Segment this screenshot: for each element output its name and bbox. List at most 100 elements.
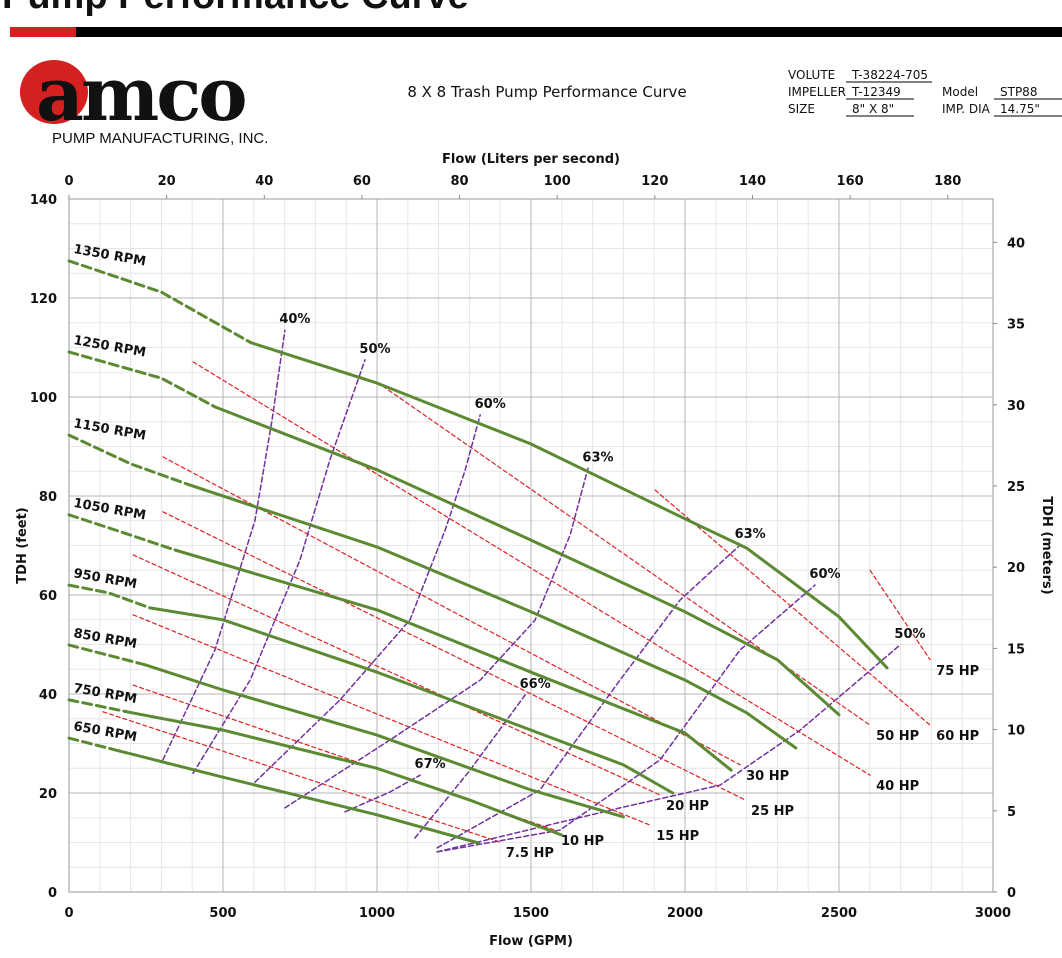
efficiency-curve xyxy=(162,329,286,761)
efficiency-label: 66% xyxy=(520,677,551,692)
x2-tick-label: 0 xyxy=(64,174,73,189)
y-tick-label: 140 xyxy=(30,193,57,208)
page-title: Pump Performance Curve xyxy=(2,0,469,17)
y-tick-label: 80 xyxy=(39,490,57,505)
y2-tick-label: 40 xyxy=(1007,236,1025,251)
hp-line xyxy=(869,569,931,661)
x2-tick-label: 180 xyxy=(934,174,961,189)
y2-tick-label: 20 xyxy=(1007,561,1025,576)
hp-line xyxy=(132,614,651,826)
y2-axis-label: TDH (meters) xyxy=(1039,496,1054,595)
rpm-curve xyxy=(130,711,564,837)
info-label: Model xyxy=(942,85,978,99)
efficiency-label: 40% xyxy=(279,312,310,327)
efficiency-label: 60% xyxy=(475,397,506,412)
logo-circle xyxy=(20,60,88,124)
x2-tick-label: 160 xyxy=(837,174,864,189)
info-label: IMP. DIA xyxy=(942,102,991,116)
rpm-curve-dashed xyxy=(67,350,217,409)
x2-tick-label: 100 xyxy=(544,174,571,189)
logo-text: amco xyxy=(36,52,245,138)
hp-label: 10 HP xyxy=(561,834,604,849)
chart: 0 500 1000 1500 2000 2500 30000204060801001201… xyxy=(15,152,1054,949)
info-value: 14.75" xyxy=(1000,102,1040,116)
hp-label: 7.5 HP xyxy=(506,846,554,861)
rpm-curve-dashed xyxy=(67,259,253,345)
rpm-curve-dashed xyxy=(67,513,177,552)
x2-tick-label: 80 xyxy=(451,174,469,189)
efficiency-label: 63% xyxy=(582,450,613,465)
y-tick-label: 40 xyxy=(39,688,57,703)
rpm-curve xyxy=(113,748,481,845)
rpm-curve xyxy=(173,548,733,772)
info-value: STP88 xyxy=(1000,85,1037,99)
info-label: VOLUTE xyxy=(788,68,835,82)
rpm-curve-dashed xyxy=(67,698,134,715)
info-value: 8" X 8" xyxy=(852,102,894,116)
hp-line xyxy=(654,489,931,726)
efficiency-curve xyxy=(436,584,816,853)
x-tick-label: 1000 xyxy=(359,906,395,921)
x2-tick-label: 40 xyxy=(255,174,273,189)
y-tick-label: 120 xyxy=(30,292,57,307)
hp-label: 30 HP xyxy=(746,769,789,784)
plot-frame xyxy=(68,198,994,893)
info-value: T-38224-705 xyxy=(851,68,928,82)
hp-label: 40 HP xyxy=(876,779,919,794)
x-tick-label: 0 xyxy=(64,906,73,921)
hp-label: 75 HP xyxy=(936,664,979,679)
rpm-curve xyxy=(213,405,841,717)
hp-label: 50 HP xyxy=(876,729,919,744)
rpm-curve-dashed xyxy=(67,433,192,487)
y2-tick-label: 10 xyxy=(1007,724,1025,739)
rpm-curve xyxy=(249,341,889,670)
efficiency-label: 60% xyxy=(809,567,840,582)
rpm-curve xyxy=(143,663,625,819)
x-tick-label: 1500 xyxy=(513,906,549,921)
efficiency-label: 50% xyxy=(894,627,925,642)
header-accent xyxy=(10,27,76,37)
hp-line xyxy=(192,361,871,776)
x2-tick-label: 140 xyxy=(739,174,766,189)
chart-title: 8 X 8 Trash Pump Performance Curve xyxy=(407,83,686,101)
hp-line xyxy=(132,554,661,796)
y-tick-label: 100 xyxy=(30,391,57,406)
info-block: VOLUTE T-38224-705 IMPELLER T-12349 SIZE 8" X… xyxy=(788,68,1062,117)
info-label: IMPELLER xyxy=(788,85,846,99)
y2-tick-label: 30 xyxy=(1007,399,1025,414)
efficiency-curve xyxy=(284,467,589,809)
y2-tick-label: 5 xyxy=(1007,805,1016,820)
x-tick-label: 2500 xyxy=(821,906,857,921)
y2-tick-label: 15 xyxy=(1007,642,1025,657)
rpm-curve-dashed xyxy=(67,736,117,752)
rpm-curve xyxy=(148,606,675,795)
x2-tick-label: 60 xyxy=(353,174,371,189)
x2-axis-label: Flow (Liters per second) xyxy=(442,152,620,167)
hp-line xyxy=(102,711,501,843)
y-axis-label: TDH (feet) xyxy=(15,507,30,583)
info-label: SIZE xyxy=(788,102,815,116)
efficiency-curve xyxy=(436,644,901,853)
efficiency-curve xyxy=(192,359,366,774)
efficiency-label: 67% xyxy=(415,757,446,772)
y-tick-label: 0 xyxy=(48,886,57,901)
header-bar xyxy=(10,27,1062,37)
y2-tick-label: 25 xyxy=(1007,480,1025,495)
rpm-curve-dashed xyxy=(67,643,147,667)
company-name: PUMP MANUFACTURING, INC. xyxy=(52,130,268,147)
rpm-curve-dashed xyxy=(67,583,152,610)
x-tick-label: 2000 xyxy=(667,906,703,921)
x2-tick-label: 120 xyxy=(641,174,668,189)
efficiency-curve xyxy=(254,414,481,783)
x-axis-label: Flow (GPM) xyxy=(489,934,573,949)
efficiency-curve xyxy=(436,544,741,849)
hp-label: 25 HP xyxy=(751,804,794,819)
y-tick-label: 60 xyxy=(39,589,57,604)
hp-label: 15 HP xyxy=(656,829,699,844)
y-tick-label: 20 xyxy=(39,787,57,802)
x-tick-label: 500 xyxy=(209,906,236,921)
hp-label: 20 HP xyxy=(666,799,709,814)
rpm-curve xyxy=(188,483,798,750)
efficiency-label: 50% xyxy=(359,342,390,357)
